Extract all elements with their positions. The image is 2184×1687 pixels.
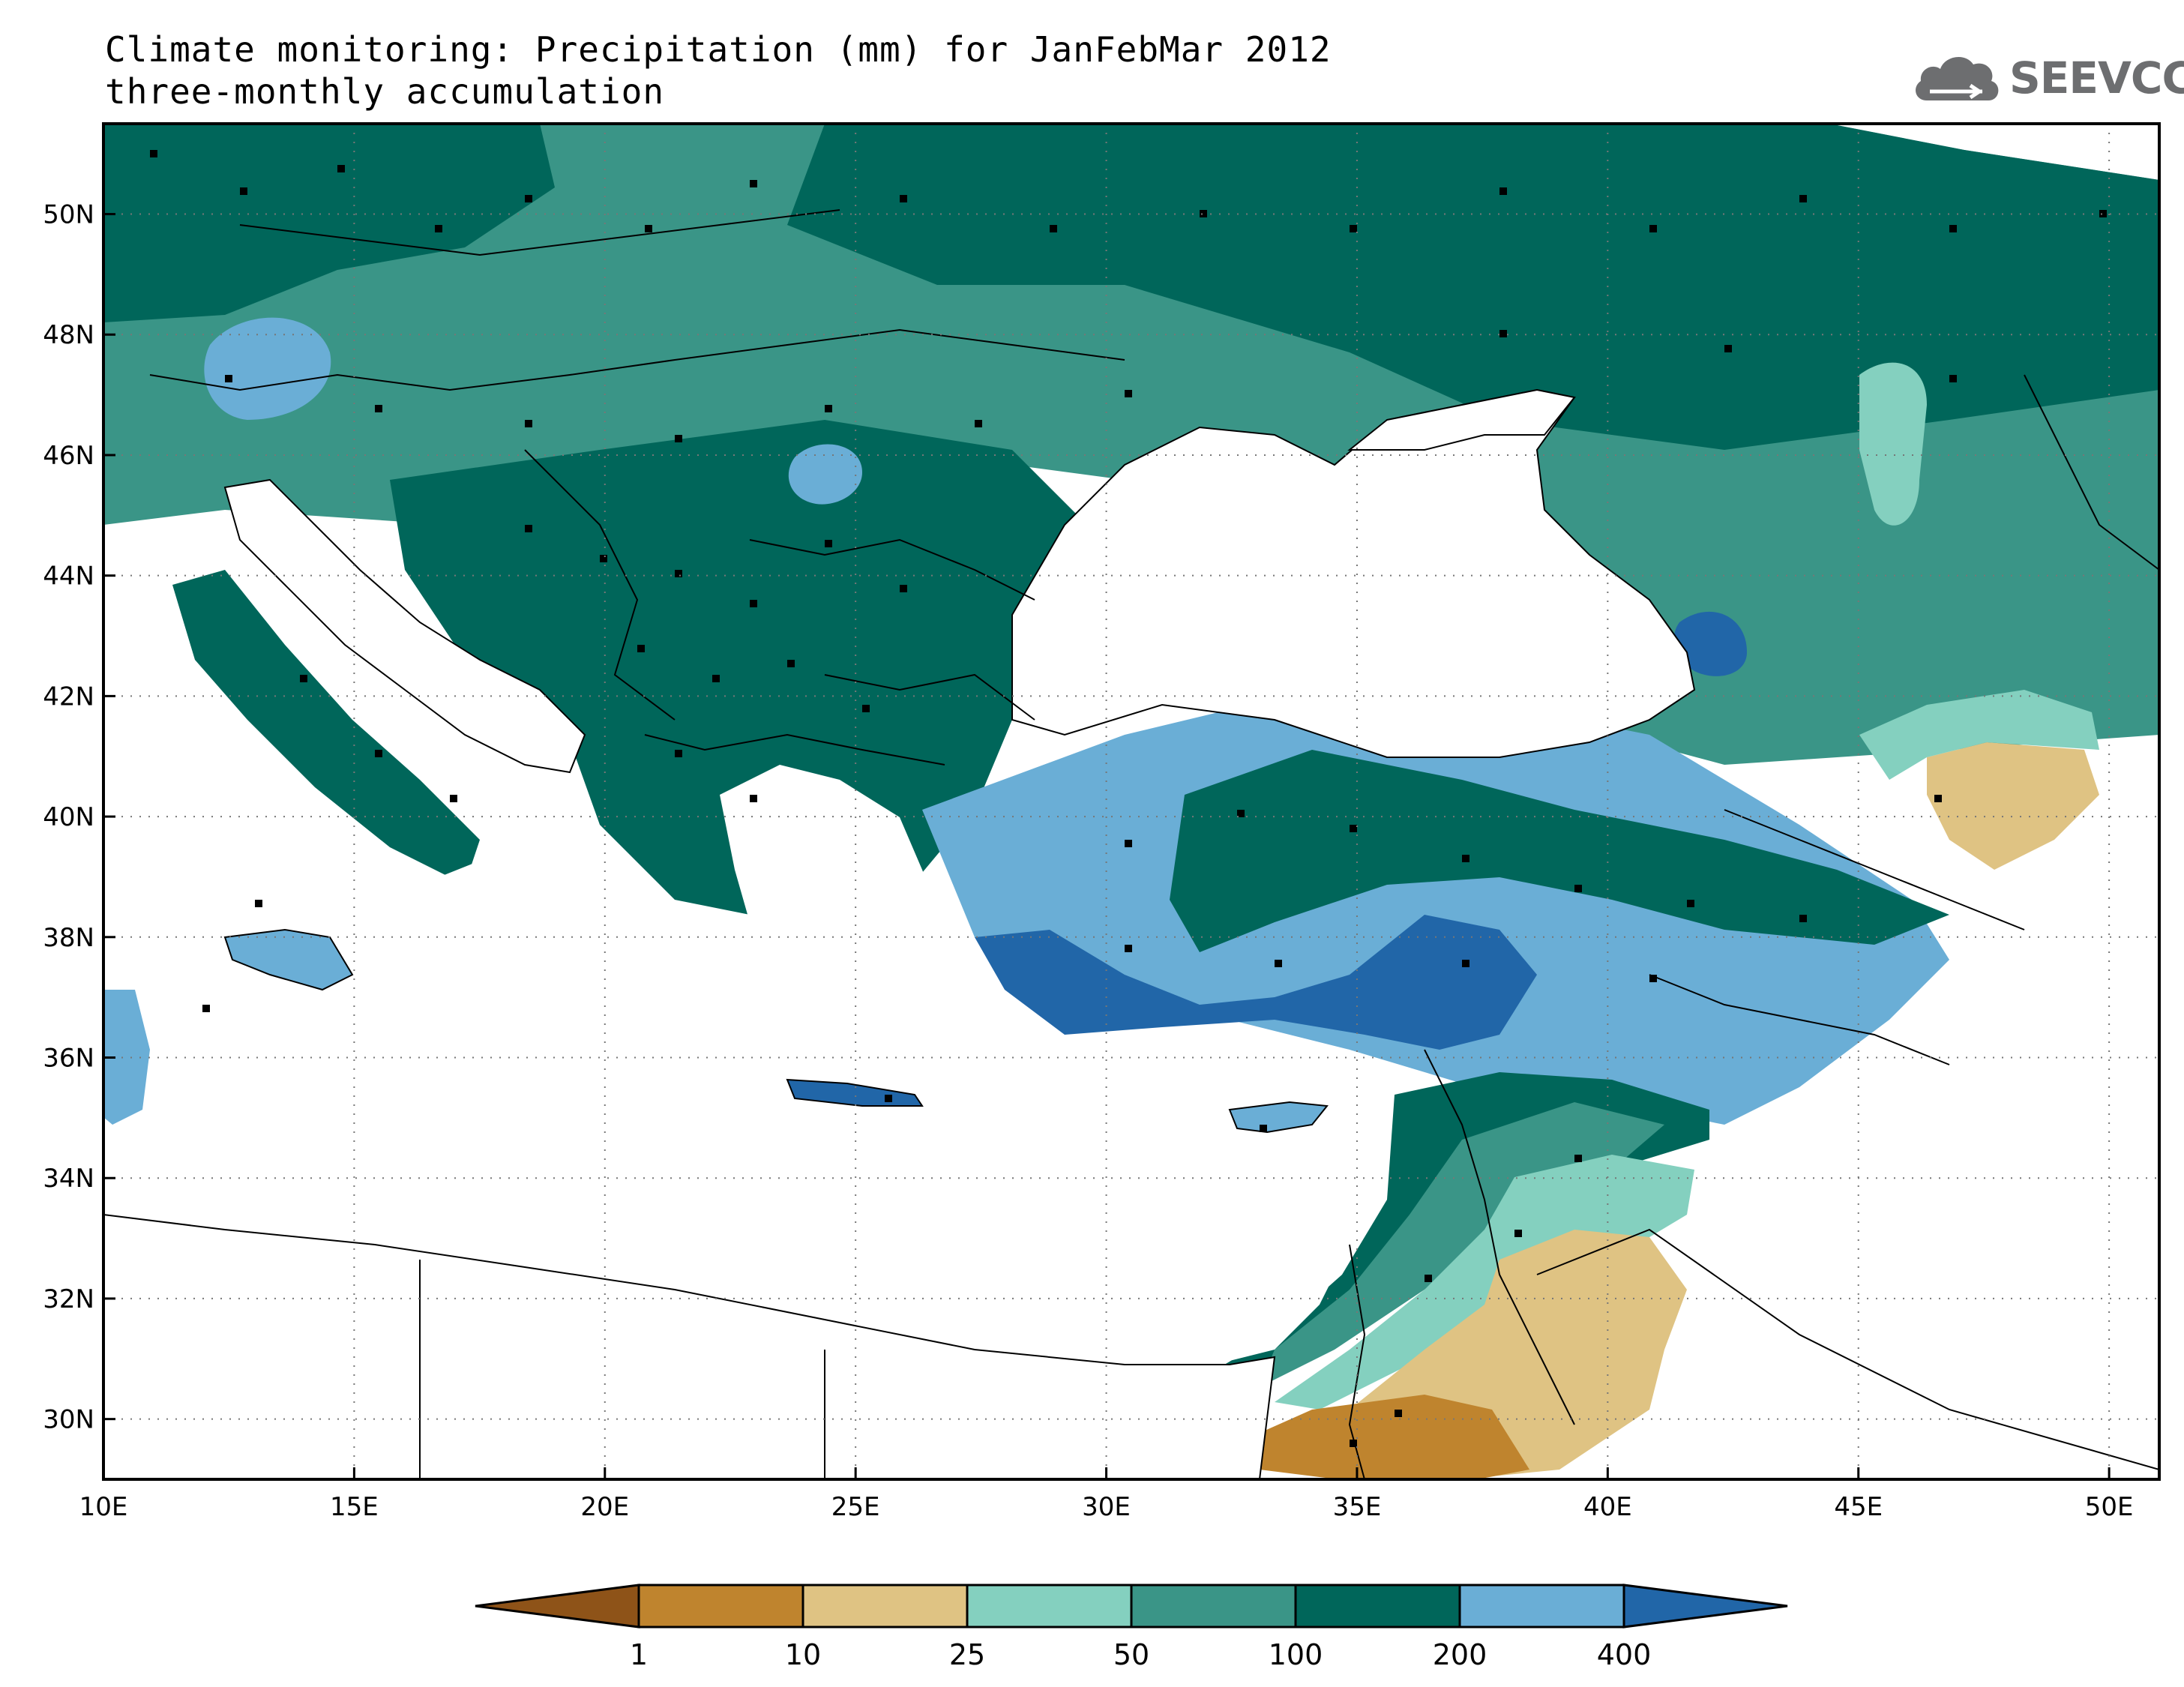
legend-threshold-label: 100: [1269, 1638, 1323, 1671]
lat-tick-label: 32N: [43, 1284, 94, 1314]
black-sea: [1011, 388, 1696, 758]
mediterranean-sea: [103, 855, 1387, 1365]
lon-tick-label: 10E: [79, 1492, 128, 1522]
adriatic-sea: [223, 478, 586, 774]
lon-tick-label: 30E: [1082, 1492, 1131, 1522]
lon-tick-label: 40E: [1583, 1492, 1632, 1522]
graticule: [103, 124, 2159, 1479]
precip-zone-sinai-10: [1245, 1395, 1529, 1479]
legend-swatch: [801, 1584, 969, 1629]
lat-tick-label: 50N: [43, 200, 94, 230]
north-africa-land: [103, 1213, 1276, 1479]
legend-arrow-low: [475, 1584, 640, 1629]
lat-tick-label: 38N: [43, 923, 94, 953]
cyprus: [1228, 1101, 1329, 1134]
colorbar-legend: 1 10 25 50 100 200 400: [475, 1584, 1788, 1671]
legend-threshold-label: 1: [630, 1638, 648, 1671]
lat-tick-label: 40N: [43, 802, 94, 832]
lat-tick-label: 46N: [43, 441, 94, 471]
legend-swatch: [637, 1584, 804, 1629]
logo-text: SEEVCCC: [2009, 52, 2184, 103]
precip-zone-50-100-transcaucasia: [1859, 690, 2099, 780]
lat-tick-label: 36N: [43, 1044, 94, 1074]
lon-tick-label: 20E: [580, 1492, 629, 1522]
title-block: Climate monitoring: Precipitation (mm) f…: [105, 28, 1332, 112]
lon-axis: 10E 15E 20E 25E 30E 35E 40E 45E 50E: [79, 1467, 2134, 1522]
legend-threshold-label: 200: [1433, 1638, 1487, 1671]
lon-tick-label: 15E: [330, 1492, 379, 1522]
legend-threshold-label: 400: [1597, 1638, 1652, 1671]
precip-zone-200-400-north-east: [787, 124, 2159, 450]
chart-subtitle: three-monthly accumulation: [105, 71, 665, 112]
legend-threshold-label: 10: [785, 1638, 821, 1671]
map-frame: [102, 122, 2161, 1481]
country-borders: [149, 209, 2159, 1479]
station-markers: [150, 150, 2107, 1447]
precip-zone-200-400-italy: [172, 570, 480, 885]
lon-tick-label: 45E: [1834, 1492, 1883, 1522]
precip-zone-gt400-anatolia: [975, 915, 1537, 1050]
precip-zone-400-carpathians: [788, 444, 862, 505]
lon-tick-label: 35E: [1333, 1492, 1382, 1522]
map-plot-area: [103, 124, 2159, 1479]
crimea: [1347, 388, 1576, 451]
legend-swatch: [1294, 1584, 1461, 1629]
precip-zone-400-turkey: [922, 690, 1949, 1125]
lat-tick-label: 30N: [43, 1405, 94, 1435]
lat-tick-label: 44N: [43, 562, 94, 592]
lat-tick-label: 34N: [43, 1164, 94, 1194]
precip-zone-50-100-caspian: [1859, 362, 1927, 526]
aegean-sea: [720, 765, 975, 1005]
legend-arrow-high: [1622, 1584, 1788, 1629]
legend-swatch: [1458, 1584, 1625, 1629]
precip-zone-400-east-alps: [204, 317, 331, 420]
sardinia: [103, 990, 150, 1125]
lat-tick-label: 48N: [43, 320, 94, 350]
precip-zone-gt400-caucasus: [1673, 611, 1747, 676]
precip-zone-200-400-north: [103, 124, 555, 322]
legend-swatch: [966, 1584, 1133, 1629]
precip-zone-levant-50: [1275, 1155, 1694, 1410]
lon-tick-label: 25E: [831, 1492, 880, 1522]
precip-zone-200-400-anatolia: [1170, 750, 1949, 952]
lat-tick-label: 42N: [43, 682, 94, 712]
lon-tick-label: 50E: [2085, 1492, 2134, 1522]
lat-axis: 30N 32N 34N 36N 38N 40N 42N 44N 46N 48N 50N: [43, 200, 115, 1435]
legend-threshold-label: 50: [1113, 1638, 1149, 1671]
legend-threshold-label: 25: [949, 1638, 985, 1671]
chart-title: Climate monitoring: Precipitation (mm) f…: [105, 29, 1332, 70]
seevccc-logo: SEEVCCC: [1910, 46, 2184, 109]
precip-zone-25-50-armenia: [1927, 742, 2099, 870]
sicily: [223, 928, 354, 991]
legend-swatch: [1130, 1584, 1297, 1629]
cloud-icon: [1916, 56, 1999, 100]
